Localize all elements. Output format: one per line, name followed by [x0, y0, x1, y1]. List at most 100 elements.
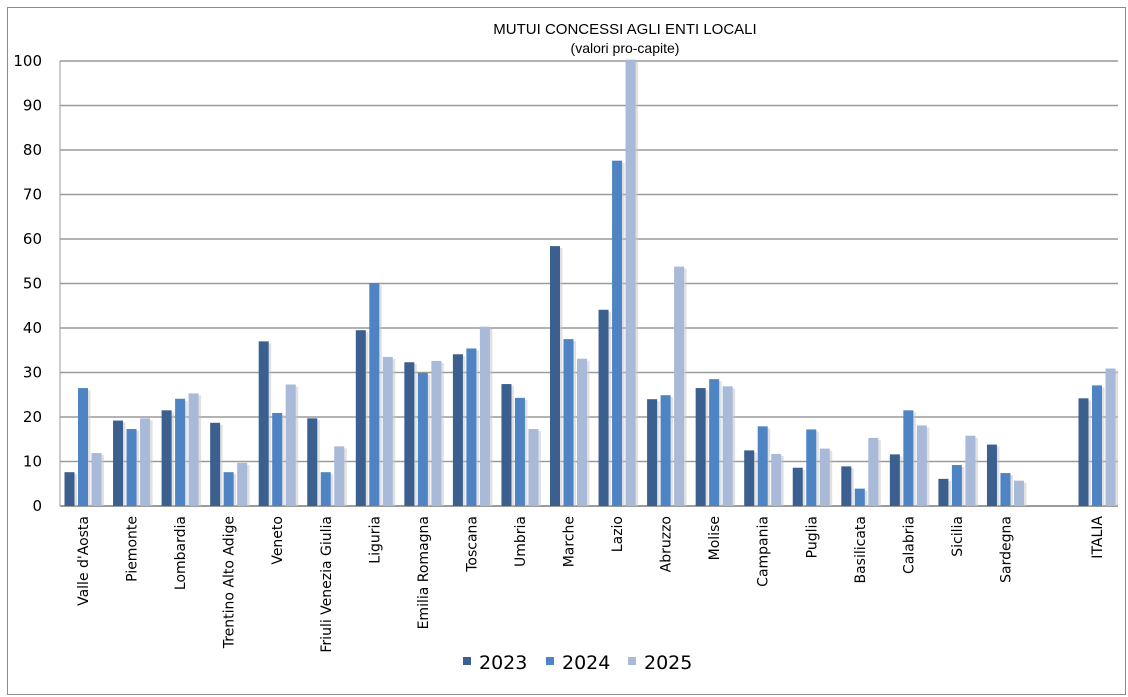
x-tick-label: Valle d'Aosta [76, 516, 92, 606]
x-tick-label: Marche [562, 516, 578, 567]
bar [695, 388, 706, 506]
bar [382, 356, 393, 506]
bar [1013, 480, 1024, 506]
bar [841, 466, 852, 506]
bar [404, 362, 415, 506]
x-tick-label: Lombardia [173, 516, 189, 590]
bar [577, 358, 587, 506]
x-tick-label: Campania [756, 516, 772, 587]
bar [188, 393, 199, 506]
bar [452, 354, 463, 506]
y-axis-ticks: 0 10 20 30 40 50 60 70 80 90 100 [13, 52, 42, 515]
x-tick-label: ITALIA [1090, 516, 1106, 559]
bar [709, 379, 720, 506]
bar [965, 435, 976, 506]
x-tick-label: Abruzzo [659, 516, 675, 572]
legend: 2023 2024 2025 [463, 652, 692, 674]
bar [334, 446, 345, 506]
bar [501, 384, 512, 506]
bar [806, 429, 817, 506]
bar [771, 453, 782, 506]
x-tick-label: Sicilia [950, 516, 966, 557]
legend-swatch [546, 657, 554, 665]
bar [792, 467, 803, 506]
chart-subtitle: (valori pro-capite) [571, 40, 680, 56]
y-tick-label: 60 [23, 230, 42, 248]
bar [320, 472, 331, 506]
x-tick-label: Umbria [513, 516, 529, 567]
bar [369, 283, 380, 506]
legend-label: 2023 [479, 652, 527, 674]
bar [514, 397, 525, 506]
bar [598, 309, 609, 506]
bar [237, 462, 248, 506]
bar [563, 339, 574, 506]
bar [1078, 398, 1089, 506]
y-tick-label: 70 [23, 186, 42, 204]
y-tick-label: 10 [23, 453, 42, 471]
x-tick-label: Piemonte [125, 516, 141, 582]
bar [64, 472, 75, 506]
x-tick-label: Trentino Alto Adige [222, 516, 238, 649]
x-tick-label: Puglia [804, 516, 820, 558]
bar [175, 398, 186, 506]
y-tick-label: 30 [23, 364, 42, 382]
bar [285, 384, 296, 506]
y-tick-label: 40 [23, 319, 42, 337]
bar [466, 348, 477, 506]
bar [744, 450, 755, 506]
bar [479, 326, 490, 506]
bar [1000, 473, 1011, 506]
legend-label: 2025 [644, 652, 692, 674]
bar [223, 472, 234, 506]
x-tick-label: Liguria [367, 516, 383, 564]
bar [78, 388, 88, 506]
bar [355, 330, 366, 506]
bar [757, 426, 768, 506]
bar [258, 341, 269, 506]
x-tick-label: Calabria [901, 516, 917, 574]
bar [113, 420, 124, 506]
bar [916, 425, 927, 506]
y-tick-label: 50 [23, 275, 42, 293]
bar [140, 418, 151, 506]
bar [550, 246, 560, 506]
chart-title: MUTUI CONCESSI AGLI ENTI LOCALI [493, 21, 756, 38]
bar [126, 429, 137, 506]
x-tick-label: Toscana [464, 516, 480, 573]
legend-label: 2024 [562, 652, 610, 674]
bar [1105, 368, 1116, 506]
bar [903, 410, 914, 506]
x-tick-label: Basilicata [853, 516, 869, 584]
bar [210, 422, 221, 506]
x-axis-ticks: Valle d'Aosta Piemonte Lombardia Trentino A… [76, 516, 1106, 653]
bar [674, 266, 685, 506]
bar [986, 444, 997, 506]
y-tick-label: 80 [23, 141, 42, 159]
bar [889, 454, 900, 506]
bar [868, 437, 879, 506]
y-tick-label: 20 [23, 408, 42, 426]
bar [722, 386, 733, 506]
bar [528, 429, 539, 506]
bar [272, 412, 283, 506]
legend-swatch [628, 657, 636, 665]
bars [64, 59, 1118, 506]
bar [91, 453, 102, 506]
bar [660, 395, 671, 506]
bar [819, 448, 830, 506]
bar [307, 418, 318, 506]
bar [417, 372, 428, 506]
bar [1092, 385, 1102, 506]
bar [951, 465, 962, 506]
y-tick-label: 100 [13, 52, 42, 70]
legend-swatch [463, 657, 471, 665]
x-tick-label: Veneto [270, 516, 286, 565]
bar [612, 160, 623, 506]
y-tick-label: 0 [32, 497, 42, 515]
x-tick-label: Lazio [610, 516, 626, 552]
bar [647, 399, 658, 506]
x-tick-label: Molise [707, 516, 723, 560]
bar [431, 360, 442, 506]
